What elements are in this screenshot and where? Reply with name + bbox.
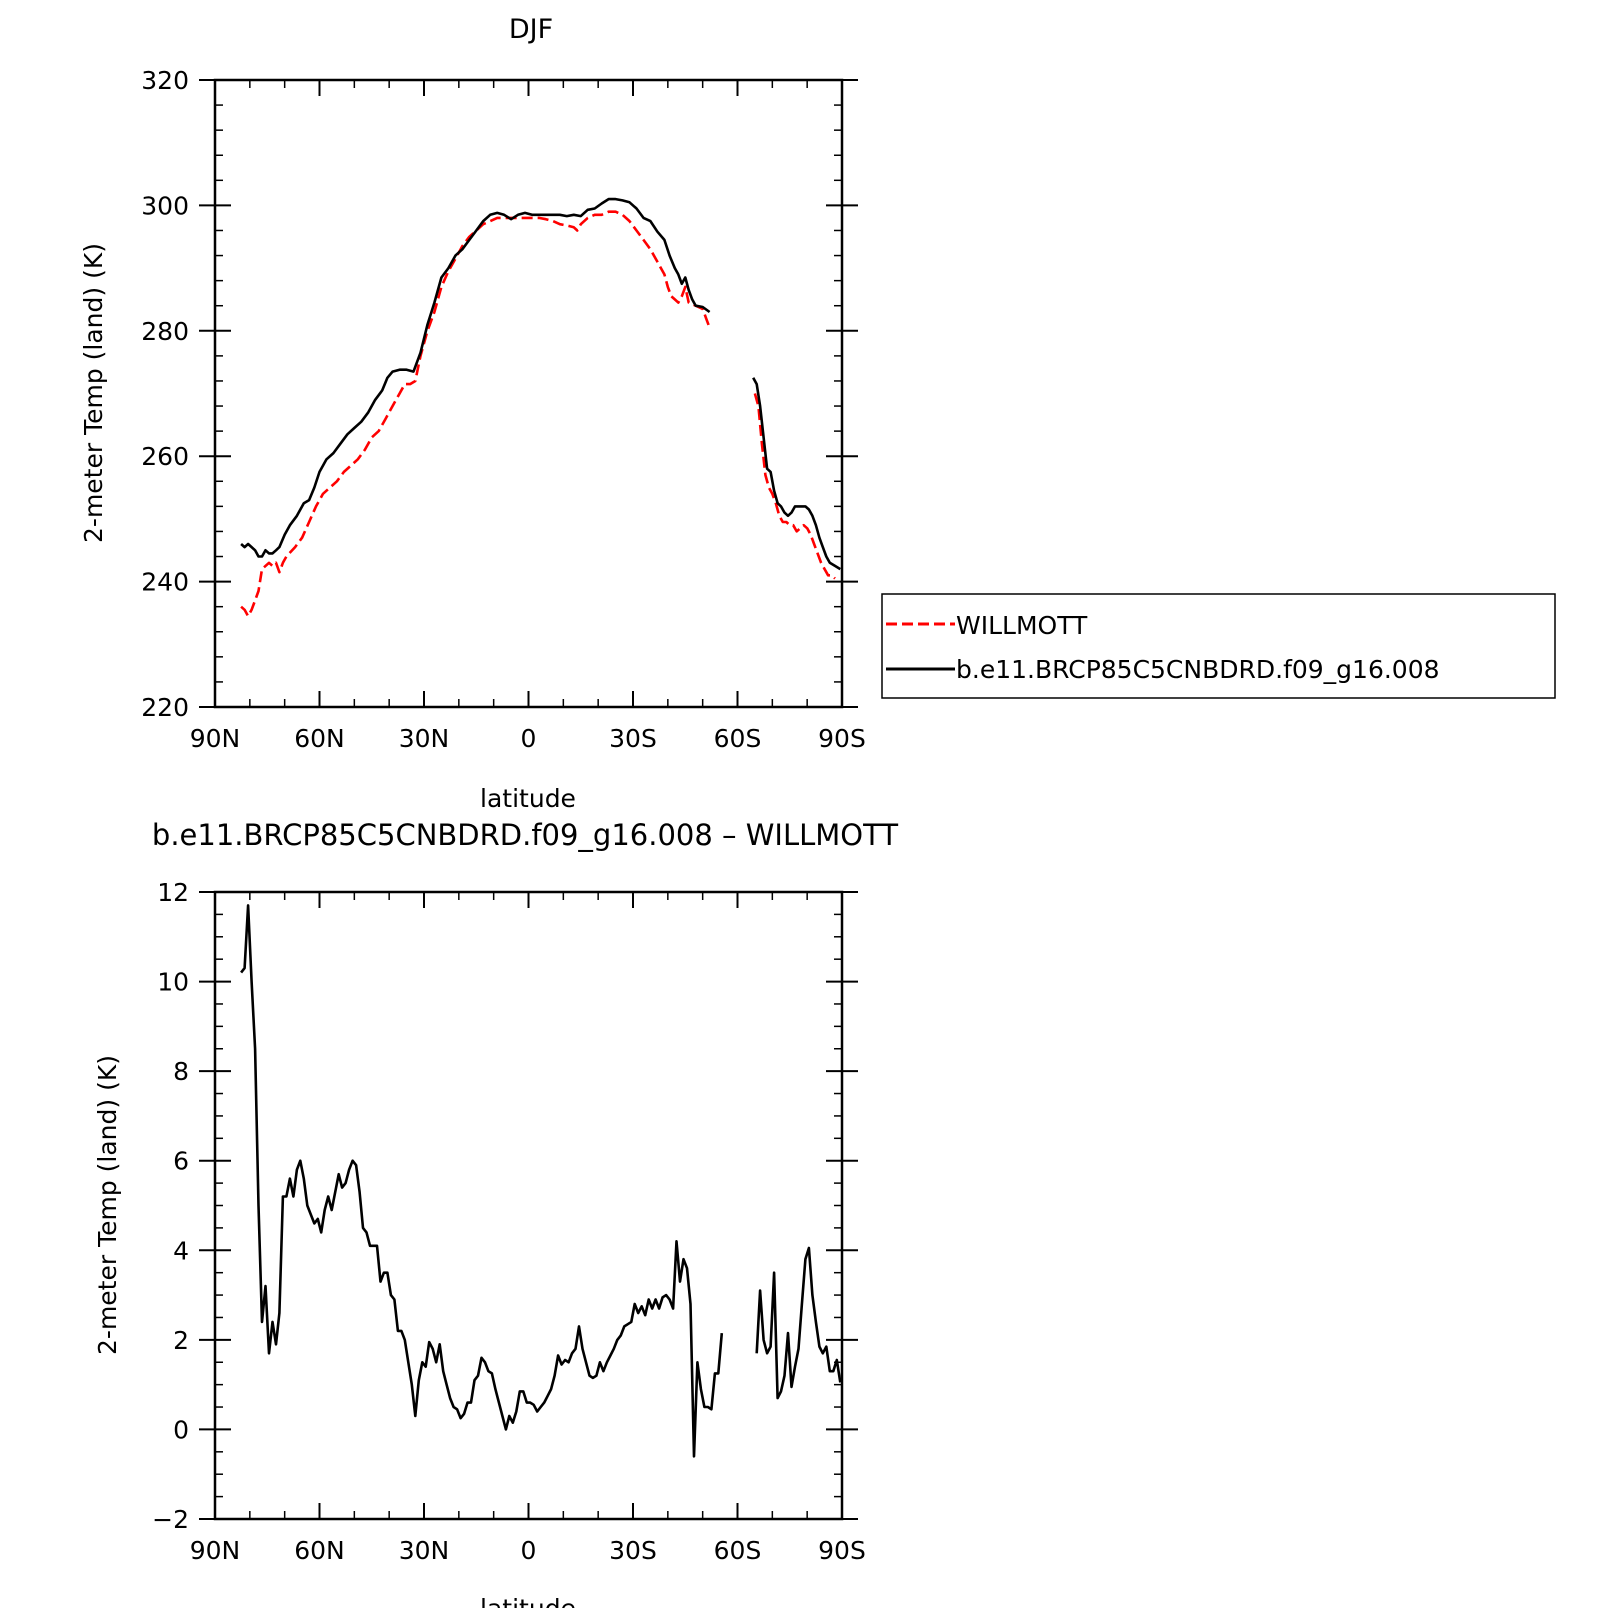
bottom-y-tick-label: 12 [157,878,189,907]
bottom-x-tick-label: 60S [714,1536,762,1565]
top-panel: DJF 90N 60N 30N 0 30S 60S 90S 220 240 260 280 300 32… [79,14,866,813]
top-x-tick-label: 30N [399,724,450,753]
bottom-y-tick-label: 10 [157,968,189,997]
bottom-y-tick-label: 0 [173,1415,189,1444]
bottom-y-axis-label: 2-meter Temp (land) (K) [93,1055,122,1355]
bottom-x-axis-label: latitude [480,1594,576,1608]
top-y-tick-label: 300 [141,191,189,220]
top-series-1-line-segment-1 [752,377,841,571]
top-series-1-line-segment-0 [240,197,711,558]
bottom-tick-labels: 90N 60N 30N 0 30S 60S 90S −2 0 2 4 6 8 10 12 [152,878,866,1565]
top-tick-labels: 90N 60N 30N 0 30S 60S 90S 220 240 260 280 300 320 [141,66,866,753]
top-x-tick-label: 90S [818,724,866,753]
bottom-series-0-line-segment-0 [240,904,724,1458]
top-x-tick-label: 60N [294,724,345,753]
top-plot-frame [213,78,844,709]
top-y-axis-label: 2-meter Temp (land) (K) [79,243,108,543]
top-y-tick-label: 280 [141,317,189,346]
top-x-tick-label: 30S [609,724,657,753]
bottom-panel: b.e11.BRCP85C5CNBDRD.f09_g16.008 – WILLM… [93,818,898,1608]
top-series-lines [240,197,841,618]
top-y-tick-label: 260 [141,442,189,471]
top-series-0-line-segment-0 [240,210,711,618]
bottom-y-tick-label: 2 [173,1326,189,1355]
bottom-x-tick-label: 90N [190,1536,241,1565]
top-y-tick-label: 220 [141,693,189,722]
bottom-ticks [199,891,858,1520]
legend-box [881,593,1556,699]
legend: WILLMOTT b.e11.BRCP85C5CNBDRD.f09_g16.00… [881,593,1556,699]
bottom-x-tick-label: 30S [609,1536,657,1565]
top-x-tick-label: 60S [714,724,762,753]
bottom-y-tick-label: 4 [173,1236,189,1265]
bottom-x-tick-label: 30N [399,1536,450,1565]
bottom-x-tick-label: 60N [294,1536,345,1565]
bottom-plot-frame [213,890,844,1521]
bottom-y-tick-label: −2 [152,1505,189,1534]
top-y-tick-label: 240 [141,568,189,597]
legend-label-willmott: WILLMOTT [956,611,1088,640]
bottom-x-tick-label: 90S [818,1536,866,1565]
bottom-y-tick-label: 8 [173,1057,189,1086]
bottom-chart-title: b.e11.BRCP85C5CNBDRD.f09_g16.008 – WILLM… [152,818,898,852]
bottom-x-tick-label: 0 [521,1536,537,1565]
top-x-axis-label: latitude [480,784,576,813]
top-y-tick-label: 320 [141,66,189,95]
top-x-tick-label: 0 [521,724,537,753]
bottom-series-lines [240,904,842,1458]
top-x-tick-label: 90N [190,724,241,753]
top-chart-title: DJF [509,14,553,45]
bottom-y-tick-label: 6 [173,1147,189,1176]
legend-label-model: b.e11.BRCP85C5CNBDRD.f09_g16.008 [956,655,1440,684]
top-series-0-line-segment-1 [753,393,836,580]
bottom-series-0-line-segment-1 [755,1246,842,1400]
